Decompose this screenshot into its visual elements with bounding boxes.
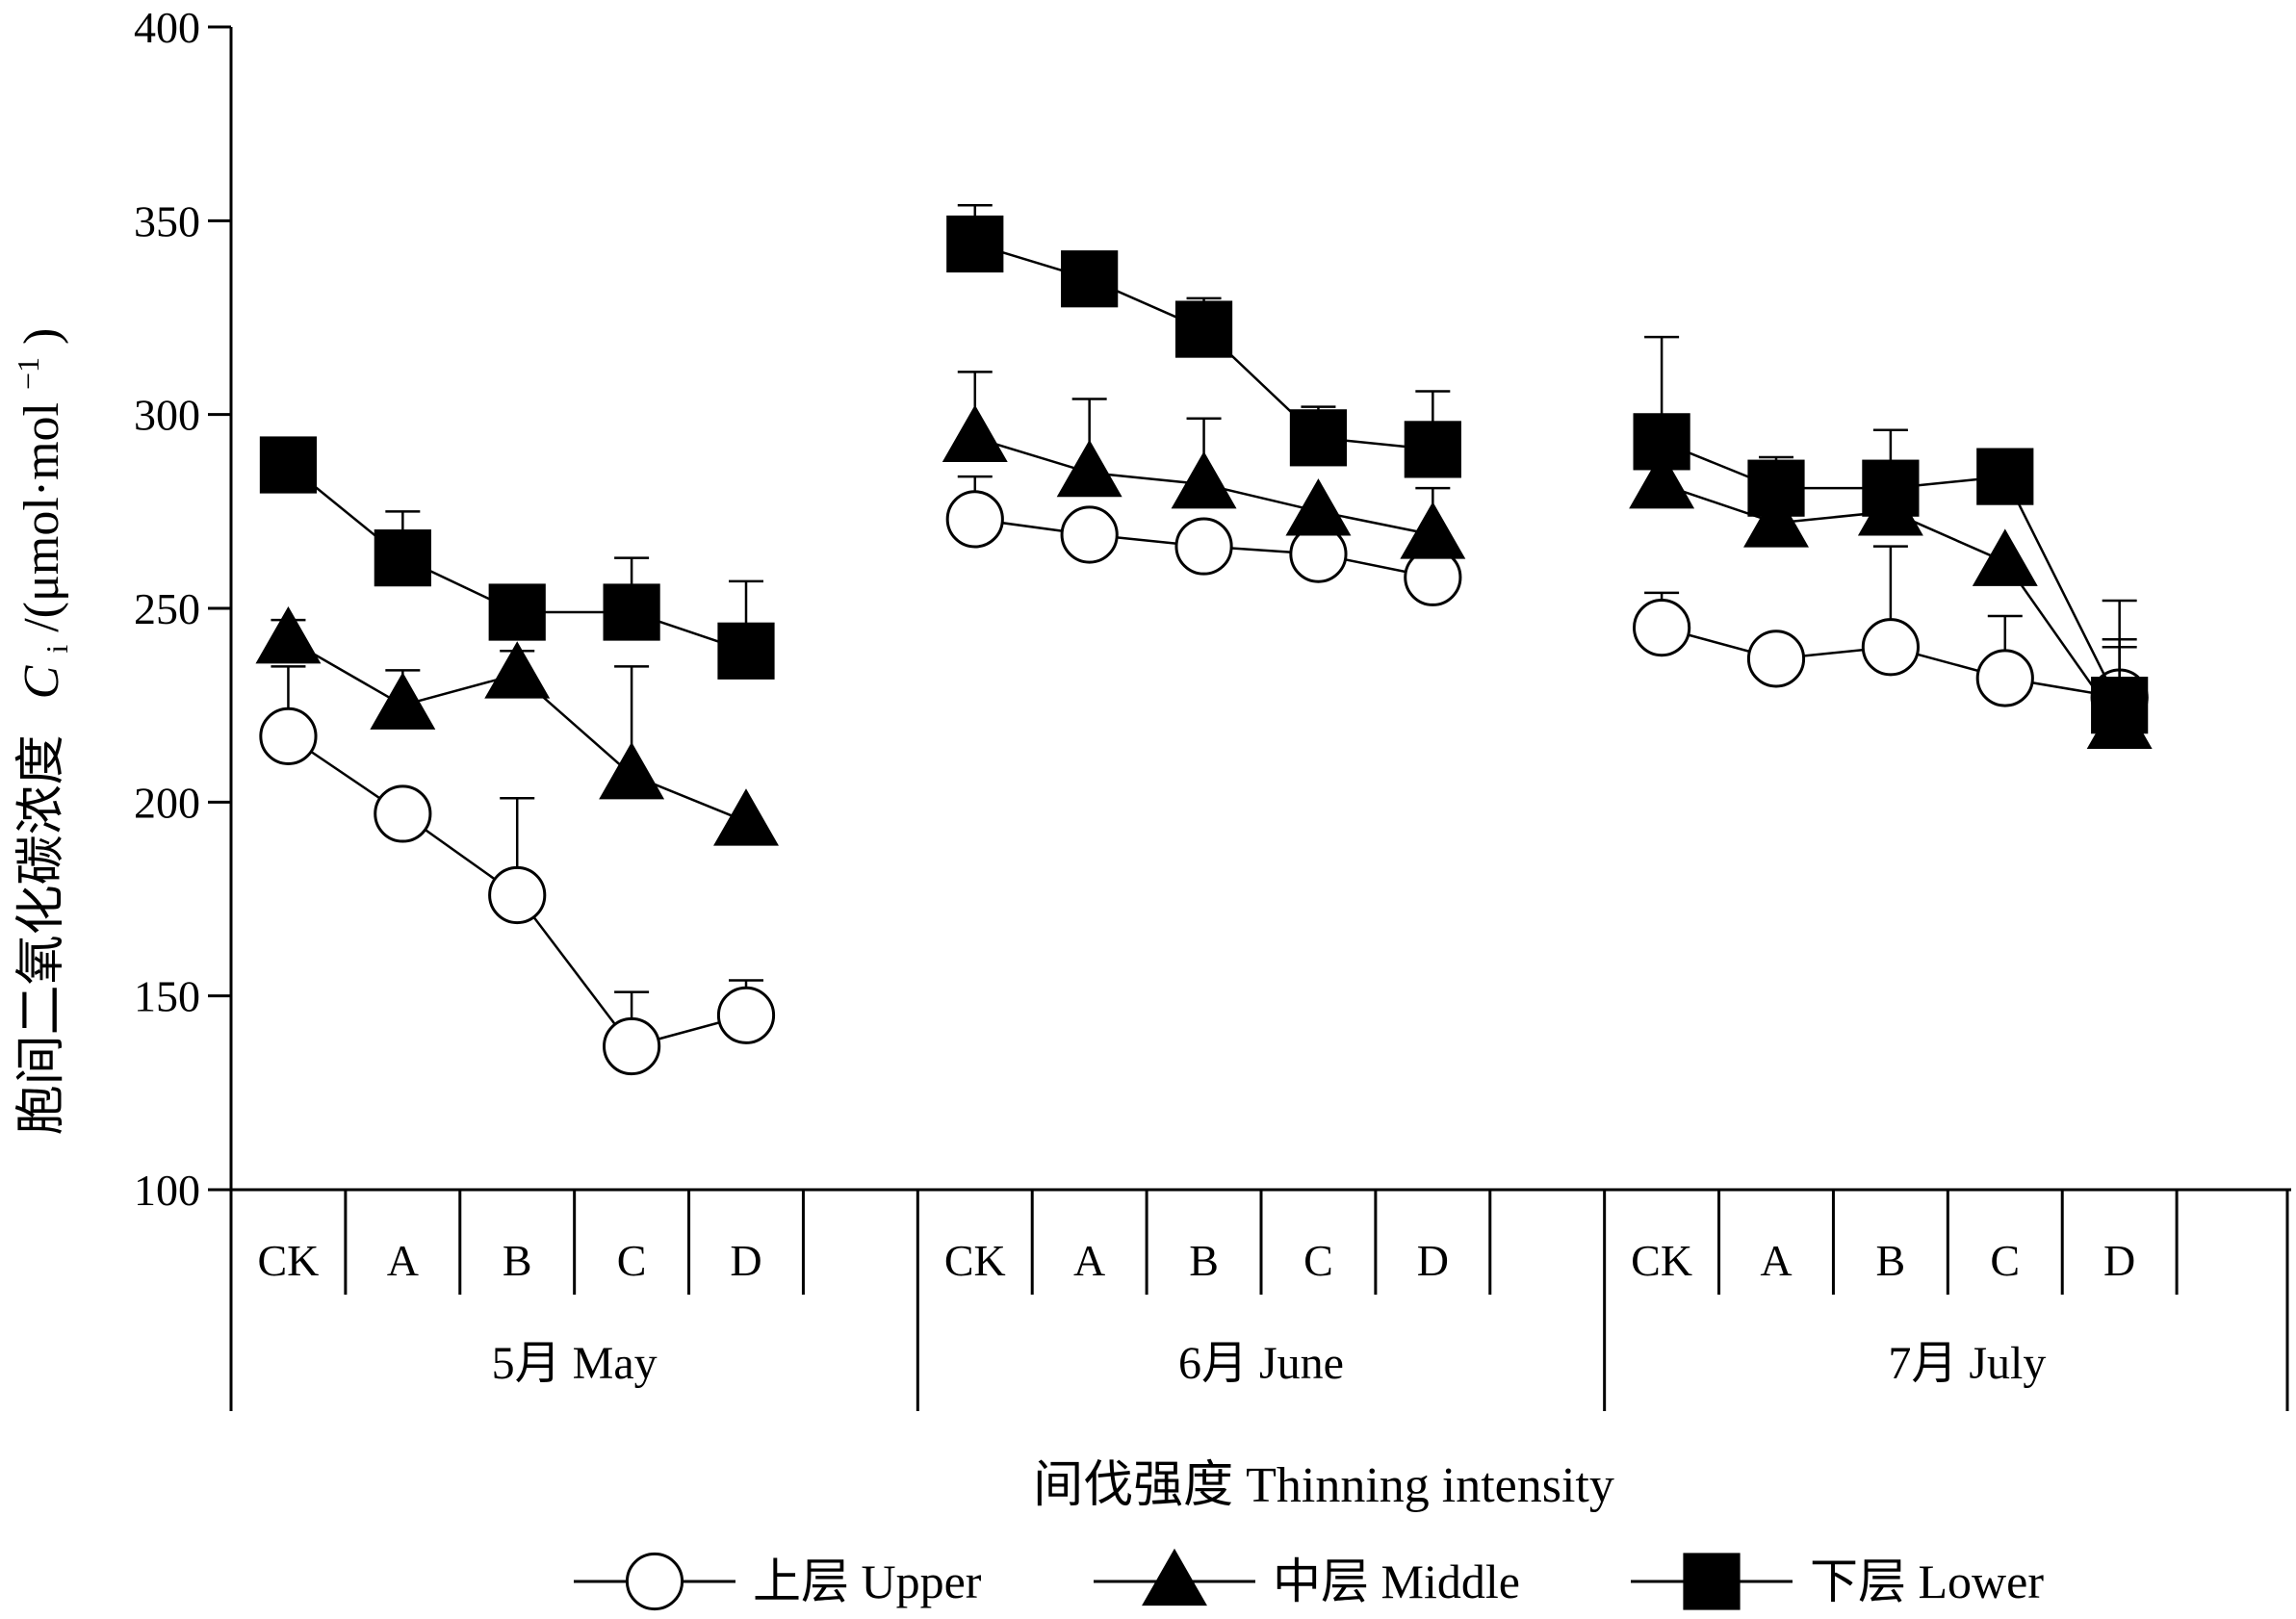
series-middle: [255, 371, 2153, 846]
data-point: [1174, 517, 1233, 576]
x-category-label: CK: [1631, 1236, 1692, 1285]
data-point: [484, 641, 551, 699]
y-tick-label: 200: [134, 778, 200, 827]
x-group-label: 5月 May: [492, 1338, 658, 1389]
y-tick-label: 300: [134, 391, 200, 440]
data-point: [259, 436, 318, 494]
x-axis-title: 间伐强度 Thinning intensity: [1033, 1458, 1614, 1513]
data-point: [1285, 478, 1352, 536]
data-point: [1171, 450, 1237, 509]
y-tick-label: 150: [134, 972, 200, 1021]
x-axis-categories: CK A B C D 5月 May CK A B C D 6月 June CK A B C D 7月 July: [257, 1190, 2289, 1411]
x-category-label: A: [1760, 1236, 1792, 1285]
y-axis-title-unit: /(μmol·mol: [14, 402, 69, 632]
data-point: [942, 404, 1008, 463]
data-point: [1747, 459, 1805, 517]
data-point: [1289, 409, 1348, 467]
data-point: [488, 865, 547, 925]
data-point: [1060, 505, 1119, 564]
data-point: [1061, 250, 1119, 308]
y-axis-ticks: 100 150 200 250 300 350 400: [134, 3, 231, 1215]
x-category-label: CK: [944, 1236, 1006, 1285]
x-category-label: B: [1876, 1236, 1906, 1285]
data-point: [1743, 490, 1809, 548]
x-category-label: D: [2103, 1236, 2135, 1285]
x-category-label: CK: [257, 1236, 319, 1285]
y-axis-title-text: 胞间二氧化碳浓度: [14, 734, 69, 1135]
y-axis-title-symbol: C: [14, 664, 69, 699]
data-point: [1862, 459, 1920, 517]
x-category-label: D: [1417, 1236, 1449, 1285]
x-category-label: A: [387, 1236, 419, 1285]
data-point: [716, 986, 776, 1044]
x-category-label: A: [1073, 1236, 1105, 1285]
legend-marker: [1142, 1548, 1207, 1606]
data-point: [374, 784, 432, 843]
data-point: [1972, 528, 2038, 586]
data-point: [1629, 450, 1695, 509]
data-point: [2091, 677, 2149, 734]
y-axis-title-superscript: −1: [11, 357, 45, 390]
y-axis-title-subscript: i: [39, 645, 74, 654]
y-axis-title: 胞间二氧化碳浓度 C i /(μmol·mol −1 ): [0, 328, 79, 1136]
data-point: [488, 583, 546, 641]
x-group-label: 7月 July: [1888, 1338, 2046, 1389]
data-point: [603, 583, 660, 641]
series-layer: [255, 203, 2153, 1076]
data-point: [1404, 421, 1461, 478]
legend-label: 下层 Lower: [1810, 1555, 2044, 1608]
x-category-label: C: [617, 1236, 647, 1285]
y-tick-label: 250: [134, 584, 200, 633]
y-axis-title-unit-close: ): [14, 328, 69, 345]
x-category-label: D: [730, 1236, 761, 1285]
data-point: [374, 529, 431, 587]
legend-marker: [625, 1552, 684, 1611]
data-point: [713, 788, 779, 846]
data-point: [717, 622, 775, 680]
y-tick-label: 350: [134, 196, 200, 245]
data-point: [1861, 618, 1920, 677]
x-category-label: B: [1189, 1236, 1219, 1285]
x-category-label: B: [503, 1236, 532, 1285]
data-point: [370, 672, 436, 730]
data-point: [1975, 649, 2034, 707]
data-point: [945, 490, 1004, 549]
data-point: [1746, 630, 1806, 688]
y-tick-label: 400: [134, 3, 200, 52]
x-category-label: C: [1990, 1236, 2020, 1285]
series-upper: [259, 475, 2149, 1076]
x-group-label: 6月 June: [1178, 1338, 1344, 1389]
data-point: [1633, 599, 1691, 657]
y-tick-label: 100: [134, 1166, 200, 1215]
data-point: [603, 1016, 661, 1076]
data-point: [1400, 501, 1466, 559]
data-point: [255, 605, 322, 664]
data-point: [599, 741, 665, 800]
data-point: [1976, 448, 2034, 505]
data-point: [946, 215, 1004, 273]
data-point: [259, 707, 318, 765]
legend-marker: [1683, 1553, 1741, 1610]
series-lower: [259, 203, 2149, 734]
x-category-label: C: [1303, 1236, 1333, 1285]
legend-label: 中层 Middle: [1273, 1555, 1520, 1608]
data-point: [1633, 413, 1690, 471]
data-point: [1056, 439, 1122, 498]
legend-label: 上层 Upper: [753, 1555, 982, 1608]
legend: 上层 Upper 中层 Middle 下层 Lower: [574, 1548, 2044, 1611]
data-point: [1174, 300, 1233, 358]
